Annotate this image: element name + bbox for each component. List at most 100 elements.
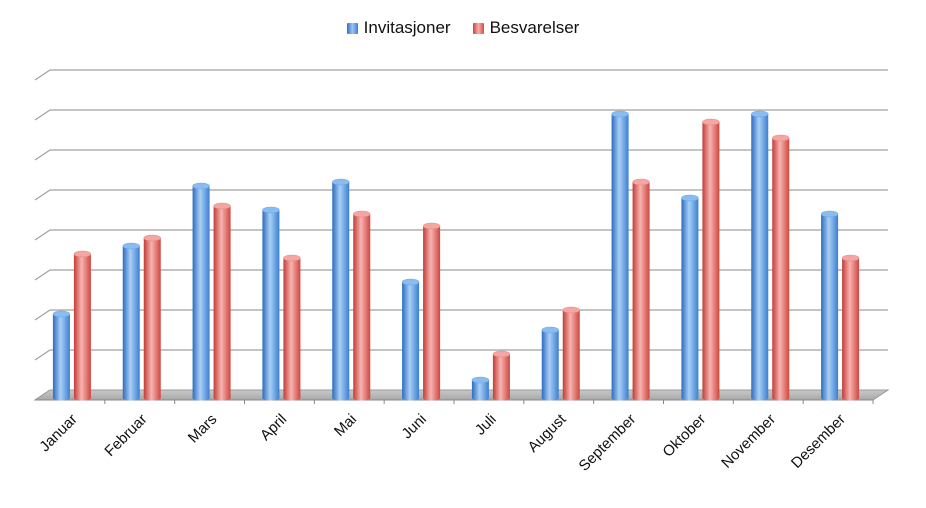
category-label-september: September [576,411,640,475]
bar-cap [332,178,350,186]
bar-besvarelser-februar [143,234,161,401]
bar-body [492,354,510,398]
bar-base [122,395,140,401]
bar-base [143,395,161,401]
bar-base [73,395,91,401]
gridline-tick [34,229,51,241]
bar-base [52,395,70,401]
bar-cap [213,202,231,210]
bar-body [821,214,839,398]
bar-invitasjoner-september [611,110,629,401]
bar-base [842,395,860,401]
bar-cap [262,206,280,214]
bar-base [751,395,769,401]
bar-body [471,380,489,398]
bar-invitasjoner-februar [122,242,140,401]
bar-cap [471,376,490,384]
legend: Invitasjoner Besvarelser [0,18,926,38]
bar-cap [353,210,371,218]
category-label-desember: Desember [788,411,849,472]
bar-base [821,395,839,401]
gridline-tick [34,269,51,281]
bar-body [192,186,210,398]
legend-label-besvarelser: Besvarelser [489,18,580,37]
bar-base [283,395,301,401]
bar-besvarelser-mars [213,202,231,401]
legend-swatch-besvarelser [472,22,484,34]
bar-body [681,198,699,398]
bar-cap [122,242,140,250]
category-label-august: August [525,410,571,456]
bar-invitasjoner-oktober [681,194,699,401]
gridline-tick [34,149,51,161]
bar-cap [751,110,769,118]
bar-cap [492,350,511,358]
bar-body [842,258,860,398]
bar-body [632,182,650,398]
bar-body [122,246,140,398]
bar-cap [541,326,559,334]
bar-besvarelser-mai [353,210,371,401]
category-label-november: November [718,411,779,472]
bar-base [423,395,441,401]
bar-besvarelser-august [562,306,580,401]
bar-besvarelser-november [772,134,790,401]
bar-besvarelser-oktober [702,118,720,401]
bar-body [562,310,580,398]
bar-cap [820,210,839,218]
bar-base [632,395,650,401]
bar-cap [73,250,92,258]
bar-cap [841,254,860,262]
bar-invitasjoner-mai [332,178,350,401]
bar-cap [422,222,441,230]
bar-body [283,258,301,398]
bar-besvarelser-april [283,254,301,401]
bar-invitasjoner-juni [401,278,420,401]
bar-cap [632,178,650,186]
bar-base [702,395,720,401]
bar-cap [681,194,699,202]
legend-label-invitasjoner: Invitasjoner [363,18,451,37]
category-label-juni: Juni [398,411,429,442]
category-label-februar: Februar [101,411,150,460]
bar-base [562,395,580,401]
gridline-tick [34,69,51,81]
bar-body [143,238,161,398]
bar-body [751,114,769,398]
bar-base [262,395,280,401]
category-label-april: April [257,411,290,444]
bar-cap [52,310,71,318]
bar-body [402,282,420,398]
bar-body [772,138,790,398]
bar-body [611,114,629,398]
bar-base [192,395,210,401]
gridline-tick [34,189,51,201]
bar-body [702,122,720,398]
gridline-tick [34,109,51,121]
gridline-tick [34,349,51,361]
bar-besvarelser-desember [841,254,860,401]
bar-base [492,395,510,401]
bar-body [213,206,231,398]
bar-cap [702,118,720,126]
bar-base [332,395,350,401]
gridline-tick [34,309,51,321]
bar-cap [611,110,629,118]
bar-body [423,226,441,398]
legend-swatch-invitasjoner [346,22,358,34]
bar-cap [562,306,580,314]
bar-base [402,395,420,401]
bar-body [73,254,91,398]
legend-item-besvarelser: Besvarelser [472,18,580,38]
bar-besvarelser-juli [492,350,511,401]
bar-besvarelser-januar [73,250,92,401]
bar-invitasjoner-august [541,326,559,401]
category-label-januar: Januar [36,411,80,455]
bar-invitasjoner-november [751,110,769,401]
bar-cap [143,234,161,242]
bar-cap [192,182,210,190]
bar-invitasjoner-juli [471,376,490,401]
category-label-mars: Mars [185,411,221,447]
bar-body [332,182,350,398]
